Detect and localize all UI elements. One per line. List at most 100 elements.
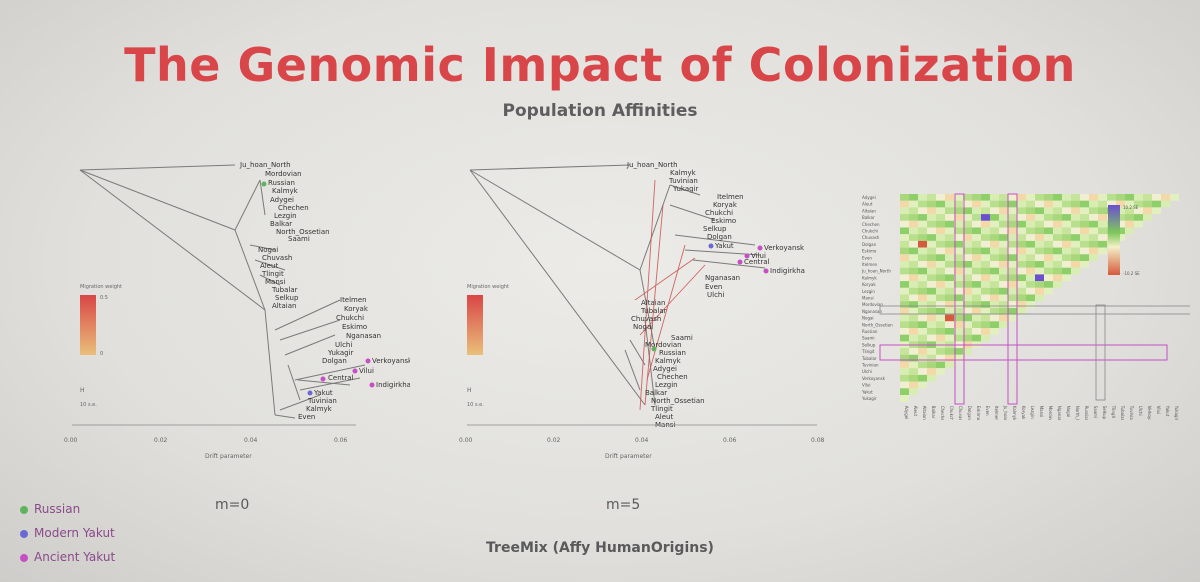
heatmap-cell bbox=[1017, 287, 1026, 295]
heatmap-cell bbox=[1035, 240, 1044, 248]
heatmap-cell bbox=[954, 314, 963, 322]
heatmap-cell bbox=[936, 348, 945, 355]
heatmap-cell bbox=[927, 200, 936, 208]
heatmap-cell bbox=[963, 348, 972, 355]
heatmap-col-label: North_Ossetian bbox=[1075, 406, 1080, 420]
heatmap-col-label: Even bbox=[985, 406, 990, 416]
heatmap-cell bbox=[1134, 220, 1143, 228]
heatmap-cell bbox=[1125, 214, 1134, 221]
tree-branches bbox=[79, 164, 366, 419]
heatmap-cell bbox=[909, 321, 918, 328]
heatmap-cell bbox=[963, 328, 972, 335]
heatmap-cell bbox=[1071, 254, 1080, 261]
heatmap-cell bbox=[1080, 234, 1089, 241]
heatmap-cell bbox=[972, 240, 981, 248]
heatmap-cell bbox=[1062, 207, 1071, 215]
heatmap-cell bbox=[1044, 214, 1053, 221]
heatmap-cell bbox=[909, 214, 918, 221]
central-dot bbox=[320, 376, 326, 382]
heatmap-cell bbox=[1080, 240, 1089, 248]
heatmap-col-labels: Adygei Aleut Altaian Balkar Chechen Chukchi Ch… bbox=[904, 405, 1179, 420]
heatmap-cell bbox=[972, 247, 981, 255]
heatmap-cell bbox=[954, 328, 963, 335]
heatmap-cell bbox=[1017, 254, 1026, 261]
heatmap-cell bbox=[936, 354, 945, 362]
heatmap-cell bbox=[936, 321, 945, 328]
heatmap-cell bbox=[900, 374, 909, 382]
weight-scale-bar bbox=[80, 295, 96, 355]
heatmap-cell bbox=[927, 307, 936, 315]
verkoyansk-dot bbox=[757, 245, 763, 251]
heatmap-cell bbox=[1089, 194, 1098, 201]
heatmap-cell bbox=[981, 301, 990, 308]
heatmap-cell bbox=[918, 200, 927, 208]
heatmap-cell bbox=[927, 361, 936, 369]
tip-label: Indigirkha bbox=[770, 267, 805, 275]
heatmap-row-label: Altaian bbox=[862, 208, 876, 213]
heatmap-cell bbox=[945, 234, 954, 241]
heatmap-cell bbox=[972, 274, 981, 282]
slide-subtitle: Population Affinities bbox=[502, 101, 698, 121]
heatmap-cell bbox=[990, 220, 999, 228]
heatmap-col-label: Dolgan bbox=[967, 406, 972, 420]
heatmap-cell bbox=[927, 240, 936, 248]
russian-legend-dot bbox=[20, 505, 28, 514]
tip-label: Eskimo bbox=[342, 323, 367, 331]
heatmap-cell bbox=[990, 200, 999, 208]
heatmap-cell bbox=[918, 307, 927, 315]
heatmap-cell bbox=[954, 321, 963, 328]
heatmap-cell bbox=[1098, 234, 1107, 241]
heatmap-row-label: Tuvinian bbox=[861, 363, 879, 368]
heatmap-cell bbox=[1098, 207, 1107, 215]
heatmap-cell bbox=[990, 254, 999, 261]
heatmap-cell bbox=[1089, 254, 1098, 261]
heatmap-cell bbox=[1134, 194, 1143, 201]
heatmap-cell bbox=[1044, 240, 1053, 248]
russian-dot bbox=[651, 346, 657, 352]
heatmap-cell bbox=[909, 374, 918, 382]
heatmap-cell bbox=[963, 274, 972, 282]
tree-tip-labels: Ju_hoan_NorthMordovianRussianKalmykAdyge… bbox=[239, 161, 410, 421]
scale-bar-label: 10 s.e. bbox=[80, 402, 97, 408]
heatmap-col-label: Eskimo bbox=[976, 406, 981, 420]
heatmap-cell bbox=[1062, 261, 1071, 268]
heatmap-cell bbox=[1071, 194, 1080, 201]
heatmap-col-label: Saami bbox=[1093, 406, 1098, 418]
heatmap-cell bbox=[918, 374, 927, 382]
heatmap-cell bbox=[954, 281, 963, 288]
tip-label: Kalmyk bbox=[272, 187, 299, 195]
tip-label: Itelmen bbox=[340, 296, 367, 304]
heatmap-cell bbox=[1008, 194, 1017, 201]
tip-label: Chukchi bbox=[705, 209, 733, 217]
tip-label: Dolgan bbox=[707, 233, 732, 241]
heatmap-cell bbox=[945, 240, 954, 248]
heatmap-cell bbox=[927, 234, 936, 241]
heatmap-row-label: Eskimo bbox=[862, 249, 877, 254]
heatmap-cell bbox=[972, 321, 981, 328]
weight-scale-bar bbox=[467, 295, 483, 355]
tip-label: Altaian bbox=[641, 299, 665, 307]
heatmap-cell bbox=[1017, 307, 1026, 315]
heatmap-cell bbox=[1080, 227, 1089, 235]
heatmap-cell bbox=[990, 240, 999, 248]
heatmap-cell bbox=[1080, 194, 1089, 201]
heatmap-cell bbox=[1062, 227, 1071, 235]
scale-bar-label: 10 s.e. bbox=[467, 402, 484, 408]
heatmap-cell bbox=[900, 368, 909, 375]
heatmap-cell bbox=[963, 261, 972, 268]
heatmap-cell bbox=[1062, 254, 1071, 261]
heatmap-cell bbox=[1026, 240, 1035, 248]
tree-tip-labels: Ju_hoan_NorthKalmykTuvinianYukagirItelme… bbox=[626, 161, 805, 429]
heatmap-cell bbox=[954, 348, 963, 355]
heatmap-cell bbox=[972, 314, 981, 322]
heatmap-cell bbox=[1026, 287, 1035, 295]
tip-label: Russian bbox=[659, 349, 686, 357]
heatmap-cell bbox=[963, 234, 972, 241]
highlight-boxes-grey bbox=[879, 304, 1190, 401]
x-tick-label: 0.06 bbox=[723, 437, 737, 444]
heatmap-cell bbox=[999, 234, 1008, 241]
heatmap-cell bbox=[900, 301, 909, 308]
heatmap-row-label: Selkup bbox=[862, 342, 876, 347]
heatmap-cell bbox=[918, 274, 927, 282]
heatmap-cell bbox=[936, 227, 945, 235]
